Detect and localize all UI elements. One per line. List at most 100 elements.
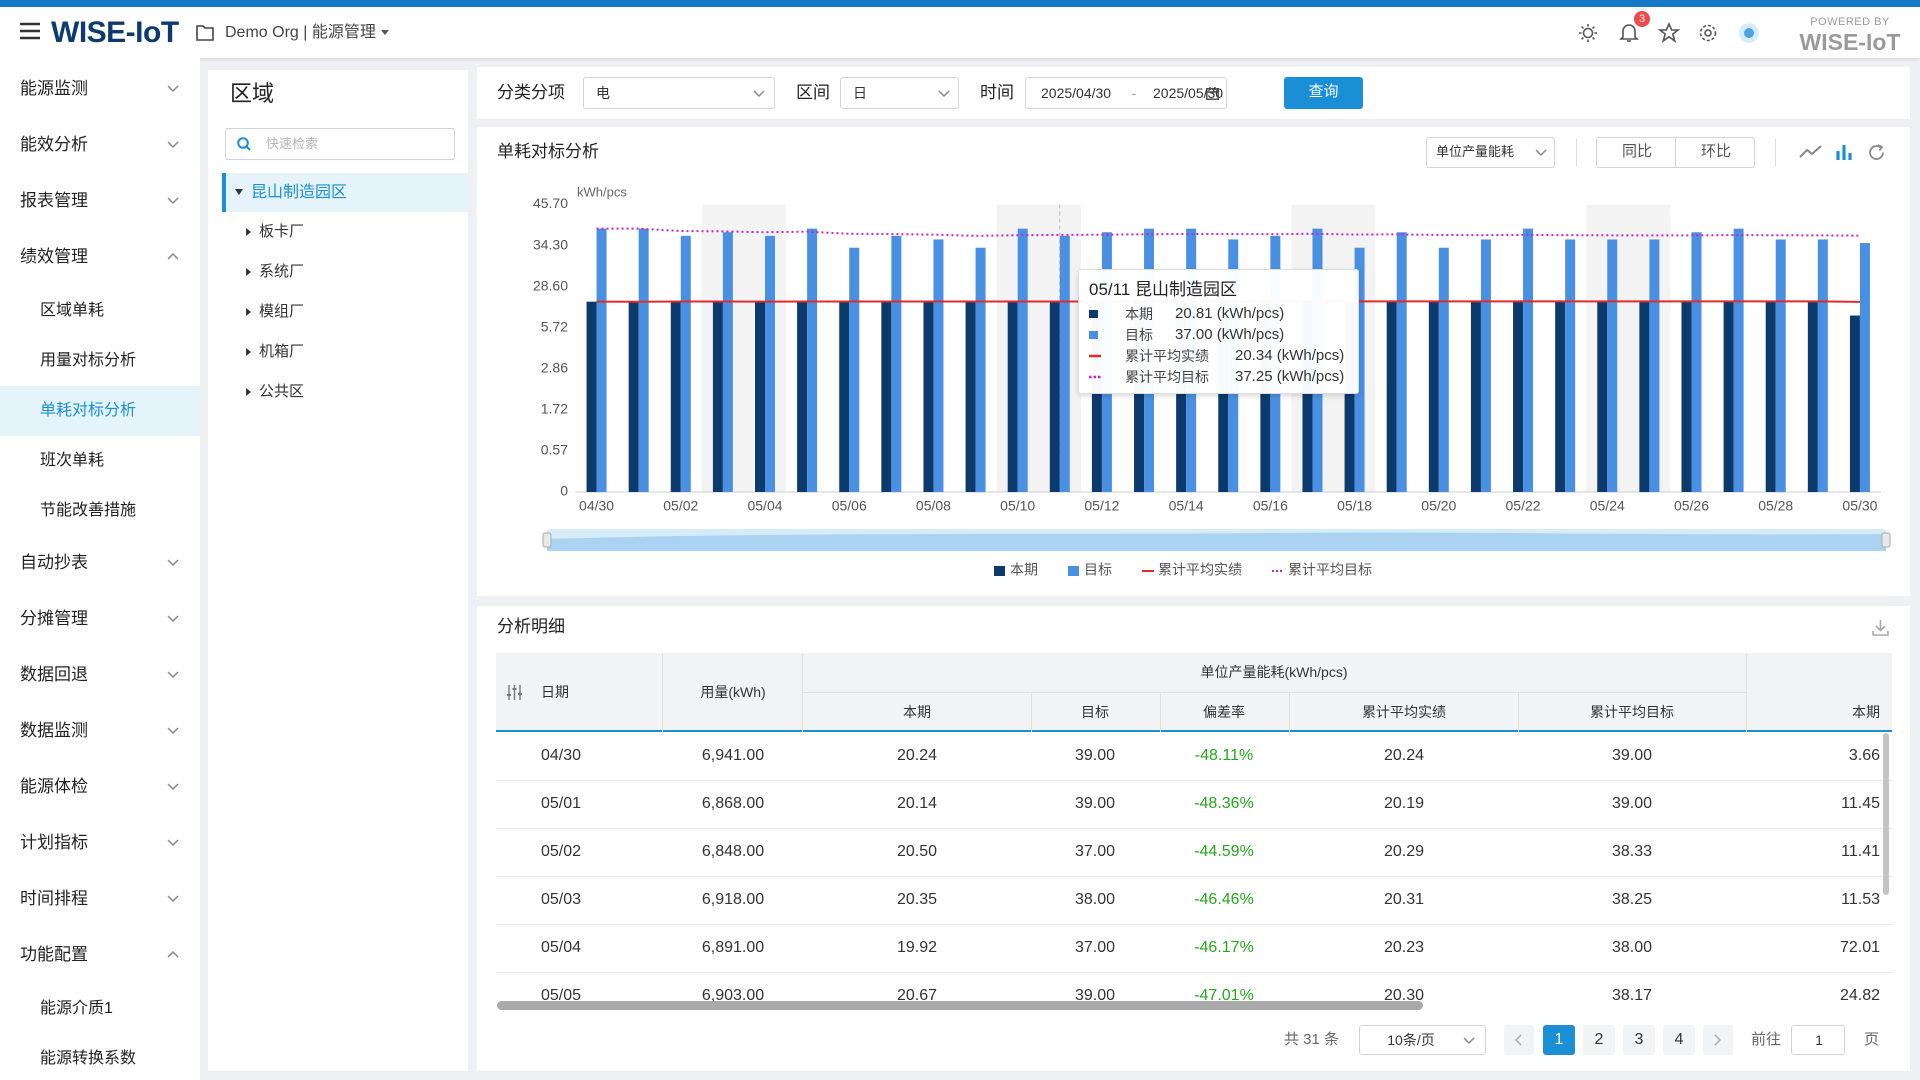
tooltip: 05/11 昆山制造园区本期20.81 (kWh/pcs)目标37.00 (kW… (1078, 269, 1359, 394)
user-avatar[interactable] (1739, 23, 1759, 43)
next-arrow (1715, 1035, 1721, 1045)
icon-shape (1089, 310, 1098, 318)
tree-node[interactable]: 模组厂 (259, 300, 304, 324)
menu-item[interactable]: 数据回退 (20, 663, 88, 687)
page-button[interactable]: 1 (1543, 1025, 1575, 1055)
tree-node[interactable]: 板卡厂 (259, 220, 304, 244)
icon-shape (1089, 331, 1098, 339)
page-button[interactable]: 4 (1663, 1025, 1695, 1055)
tree-node[interactable]: 系统厂 (259, 260, 304, 284)
header-cell: 日期 (541, 680, 569, 704)
page-size-select[interactable]: 10条/页 (1359, 1025, 1486, 1055)
settings-icon[interactable] (1699, 24, 1717, 42)
bar (1018, 229, 1028, 492)
icon-shape (754, 91, 764, 96)
filter-bar: 分类分项电区间日时间2025/04/30-2025/05/30查询 (477, 67, 1910, 119)
region-search[interactable]: 快速检索 (225, 128, 455, 160)
table-cell: 05/03 (541, 888, 581, 912)
menu-item[interactable]: 计划指标 (20, 831, 88, 855)
icon-shape (1621, 25, 1637, 39)
table-cell: 6,941.00 (702, 744, 764, 768)
notification-icon[interactable] (1620, 23, 1638, 43)
icon-shape (168, 616, 178, 621)
table-cell: -46.17% (1194, 936, 1254, 960)
menu-chevron (168, 840, 178, 846)
menu-item[interactable]: 时间排程 (20, 887, 88, 911)
calendar-icon (1206, 87, 1219, 100)
icon-shape (168, 952, 178, 957)
download-icon[interactable] (1872, 619, 1889, 636)
table-cell: 20.24 (897, 744, 937, 768)
notification-badge: 3 (1634, 11, 1650, 27)
category-select[interactable]: 电 (583, 77, 775, 109)
icon-shape (246, 268, 251, 276)
y-tick-label: 28.60 (533, 277, 568, 293)
tree-node[interactable]: 机箱厂 (259, 340, 304, 364)
menu-item[interactable]: 功能配置 (20, 943, 88, 967)
prev-page[interactable] (1504, 1025, 1534, 1055)
table-cell: 39.00 (1075, 792, 1115, 816)
icon-shape (1516, 1035, 1521, 1045)
page-number: 3 (1635, 1028, 1644, 1052)
page-button[interactable]: 2 (1583, 1025, 1615, 1055)
x-tick-label: 05/06 (832, 498, 867, 514)
menu-item[interactable]: 数据监测 (20, 719, 88, 743)
menu-item[interactable]: 绩效管理 (20, 245, 88, 269)
submenu-item[interactable]: 单耗对标分析 (40, 399, 136, 423)
org-selector[interactable]: Demo Org | 能源管理 (225, 21, 376, 45)
submenu-item[interactable]: 节能改善措施 (40, 499, 136, 523)
favorite-icon[interactable] (1659, 23, 1679, 42)
menu-toggle[interactable] (20, 23, 40, 39)
submenu-item[interactable]: 用量对标分析 (40, 349, 136, 373)
menu-item[interactable]: 分摊管理 (20, 607, 88, 631)
theme-icon[interactable] (1579, 24, 1597, 42)
next-page[interactable] (1703, 1025, 1733, 1055)
card-title: 分析明细 (497, 615, 565, 639)
badge-count: 3 (1639, 11, 1645, 27)
y-tick-label: 0.57 (541, 442, 568, 458)
submenu-item[interactable]: 班次单耗 (40, 449, 104, 473)
y-tick-label: 1.72 (541, 401, 568, 417)
header-divider (1518, 692, 1519, 732)
select-caret (939, 91, 949, 97)
submenu-item[interactable]: 能源转换系数 (40, 1047, 136, 1071)
menu-item[interactable]: 能源体检 (20, 775, 88, 799)
tooltip-marker (1089, 310, 1098, 318)
column-settings-icon[interactable] (507, 685, 522, 700)
y-axis-unit: kWh/pcs (577, 184, 627, 199)
tree-node[interactable]: 公共区 (259, 380, 304, 404)
menu-item[interactable]: 报表管理 (20, 189, 88, 213)
zoom-area (547, 533, 1886, 551)
menu-item[interactable]: 自动抄表 (20, 551, 88, 575)
submenu-item[interactable]: 能源介质1 (40, 997, 113, 1021)
menu-item[interactable]: 能效分析 (20, 133, 88, 157)
icon-shape (168, 560, 178, 565)
menu-chevron (168, 896, 178, 902)
table-cell: 20.23 (1384, 936, 1424, 960)
bar (597, 229, 607, 492)
table-cell: 04/30 (541, 744, 581, 768)
icon-shape (197, 26, 213, 40)
icon-shape (246, 228, 251, 236)
goto-input[interactable]: 1 (1791, 1025, 1845, 1055)
tooltip-name: 累计平均目标 (1125, 365, 1209, 389)
header-cell: 偏差率 (1203, 700, 1245, 724)
date-range[interactable]: 2025/04/30-2025/05/30 (1025, 77, 1227, 109)
submenu-item[interactable]: 区域单耗 (40, 299, 104, 323)
menu-item[interactable]: 能源监测 (20, 77, 88, 101)
icon-shape (168, 142, 178, 147)
interval-select[interactable]: 日 (840, 77, 959, 109)
page-button[interactable]: 3 (1623, 1025, 1655, 1055)
query-button[interactable]: 查询 (1284, 77, 1363, 109)
table-cell: 6,891.00 (702, 936, 764, 960)
folder-icon (196, 25, 214, 41)
menu-chevron (168, 728, 178, 734)
icon-shape (246, 308, 251, 316)
row-divider (496, 780, 1892, 781)
table-cell: 11.53 (1841, 888, 1880, 912)
table-cell: 20.24 (1384, 744, 1424, 768)
y-tick-label: 0 (560, 483, 568, 499)
table-cell: 11.45 (1841, 792, 1880, 816)
table-cell: 39.00 (1612, 744, 1652, 768)
tree-root[interactable]: 昆山制造园区 (251, 181, 347, 205)
